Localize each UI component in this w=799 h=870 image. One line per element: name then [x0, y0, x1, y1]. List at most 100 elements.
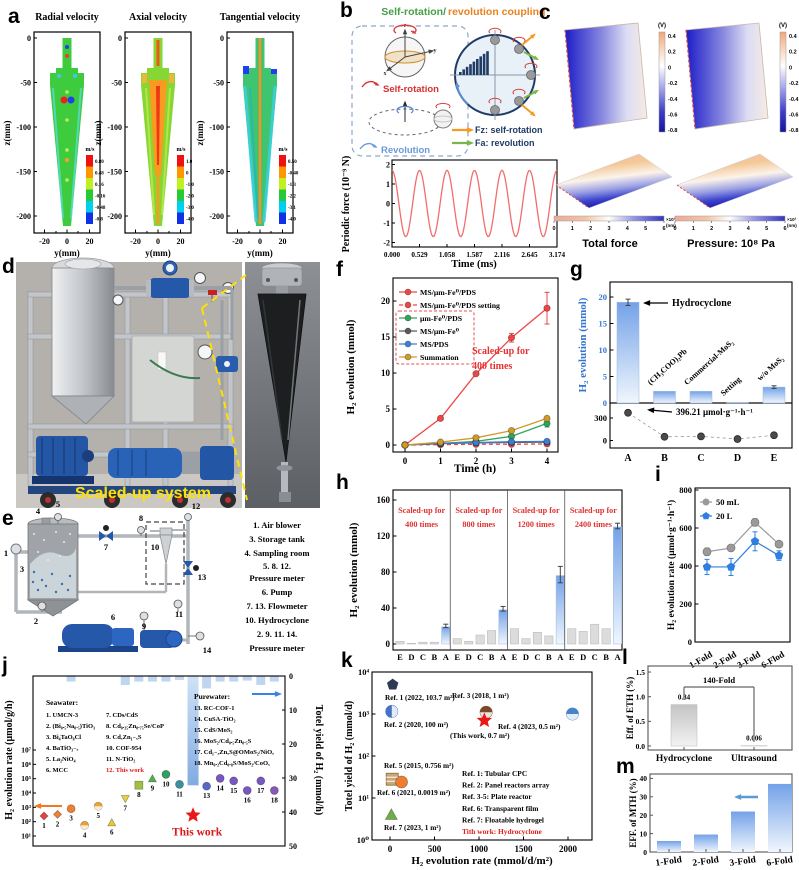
svg-text:0.2: 0.2 [789, 50, 797, 56]
svg-text:Scaled-up for: Scaled-up for [455, 506, 502, 515]
svg-text:Ref. 1 (2022, 103.7 m²): Ref. 1 (2022, 103.7 m²) [385, 693, 455, 702]
svg-text:Pressure meter: Pressure meter [249, 643, 304, 653]
svg-text:4: 4 [626, 226, 630, 232]
svg-text:Eff. of ETH (%): Eff. of ETH (%) [625, 677, 635, 740]
svg-text:6: 6 [662, 226, 665, 232]
svg-text:50 mL: 50 mL [716, 497, 740, 507]
svg-text:10³: 10³ [21, 803, 32, 812]
svg-text:1.5: 1.5 [636, 668, 646, 677]
svg-text:-2: -2 [383, 238, 390, 247]
svg-text:2: 2 [474, 456, 479, 466]
svg-text:m/s: m/s [177, 147, 187, 153]
svg-text:4: 4 [747, 226, 751, 232]
svg-text:Totel yield of H₂ (mmol/h): Totel yield of H₂ (mmol/h) [313, 705, 324, 815]
svg-text:-0.4: -0.4 [668, 97, 678, 103]
svg-text:0.529: 0.529 [411, 251, 428, 259]
svg-text:0.000: 0.000 [384, 251, 401, 259]
svg-text:Periodic force (10⁻⁹ N): Periodic force (10⁻⁹ N) [341, 156, 352, 253]
svg-text:Ref. 7 (2023, 1 m²): Ref. 7 (2023, 1 m²) [384, 823, 441, 832]
svg-text:0.0: 0.0 [636, 742, 646, 751]
svg-text:2-Fold: 2-Fold [692, 855, 720, 869]
svg-text:13: 13 [203, 792, 211, 800]
svg-text:50: 50 [289, 842, 297, 851]
svg-text:A: A [443, 652, 450, 662]
svg-text:Axial velocity: Axial velocity [129, 12, 187, 23]
svg-text:Hydrocyclone: Hydrocyclone [672, 298, 732, 309]
svg-text:10²: 10² [358, 751, 370, 761]
svg-text:30: 30 [640, 793, 648, 802]
svg-text:2: 2 [589, 226, 592, 232]
svg-text:500: 500 [428, 844, 442, 854]
svg-text:5: 5 [96, 812, 100, 820]
svg-text:2: 2 [56, 820, 60, 828]
svg-text:Ref. 3-5: Plate reactor: Ref. 3-5: Plate reactor [462, 792, 532, 801]
svg-text:13: 13 [198, 572, 207, 582]
svg-text:8. Cd₀.₂₅Zn₀.₇₅Se/CoP: 8. Cd₀.₂₅Zn₀.₇₅Se/CoP [106, 723, 164, 730]
svg-text:11: 11 [175, 609, 183, 619]
svg-text:Ref. 2 (2020, 100 m²): Ref. 2 (2020, 100 m²) [384, 720, 449, 729]
svg-text:1.587: 1.587 [466, 251, 483, 259]
svg-text:E: E [569, 652, 575, 662]
svg-text:9: 9 [142, 621, 146, 631]
svg-text:12: 12 [192, 501, 201, 511]
svg-text:0.2: 0.2 [668, 50, 676, 56]
svg-text:200: 200 [679, 599, 692, 609]
svg-text:B: B [489, 652, 495, 662]
svg-text:Ref. 3 (2018, 1 m²): Ref. 3 (2018, 1 m²) [452, 691, 509, 700]
svg-text:5. 8. 12.: 5. 8. 12. [263, 561, 291, 571]
panel-label-l: l [622, 646, 628, 669]
svg-text:H₂ evolution (mmol): H₂ evolution (mmol) [348, 522, 360, 617]
svg-text:μm-Fe⁰/PDS: μm-Fe⁰/PDS [420, 314, 462, 323]
svg-text:600: 600 [679, 523, 692, 533]
svg-text:-150: -150 [16, 168, 31, 177]
svg-text:C: C [697, 453, 704, 464]
svg-text:Fa: revolution: Fa: revolution [475, 138, 535, 148]
svg-text:4: 4 [36, 506, 41, 516]
svg-text:2: 2 [710, 226, 713, 232]
svg-text:7. 13. Flowmeter: 7. 13. Flowmeter [246, 601, 307, 611]
svg-text:Fz: self-rotation: Fz: self-rotation [475, 125, 543, 135]
svg-text:D: D [408, 652, 414, 662]
svg-text:-1.3: -1.3 [288, 183, 296, 188]
svg-text:6-Fold: 6-Fold [766, 855, 794, 869]
svg-text:0.50: 0.50 [288, 160, 297, 165]
svg-text:0: 0 [289, 672, 293, 681]
svg-text:A: A [614, 652, 621, 662]
svg-text:1500: 1500 [515, 844, 534, 854]
svg-text:14. CuSA-TiO₂: 14. CuSA-TiO₂ [194, 716, 236, 723]
svg-text:-4.0: -4.0 [288, 218, 296, 223]
svg-text:E: E [454, 652, 460, 662]
svg-text:0: 0 [668, 65, 671, 71]
svg-text:400 times: 400 times [405, 520, 438, 529]
svg-text:z(mm): z(mm) [2, 121, 12, 146]
svg-text:1: 1 [42, 822, 46, 830]
svg-text:8: 8 [137, 791, 141, 799]
svg-text:1200 times: 1200 times [518, 520, 555, 529]
svg-text:14: 14 [217, 784, 225, 792]
svg-text:396.21 μmol·g⁻¹·h⁻¹: 396.21 μmol·g⁻¹·h⁻¹ [676, 407, 753, 417]
svg-text:18: 18 [271, 796, 279, 804]
svg-text:Ref. 7: Floatable hydrogel: Ref. 7: Floatable hydrogel [462, 815, 544, 824]
panel-label-f: f [336, 258, 343, 281]
svg-text:Time (ms): Time (ms) [451, 259, 497, 270]
svg-text:y: y [434, 48, 437, 54]
svg-text:×10³: ×10³ [787, 217, 797, 222]
svg-text:Pressure meter: Pressure meter [249, 573, 304, 583]
svg-text:11. N-TiO₂: 11. N-TiO₂ [106, 756, 135, 763]
svg-text:10²: 10² [21, 817, 32, 826]
svg-text:Hydrocyclone: Hydrocyclone [656, 754, 712, 764]
panel-j-comparison-scatter: 10¹ 10² 10³ 10⁴ 10⁵ 10⁶ 10⁷ 0 10 20 30 40 50 1 2 3 4 5 6 7 8… [4, 672, 324, 851]
svg-text:2: 2 [386, 160, 390, 169]
svg-text:14: 14 [203, 645, 212, 655]
svg-text:-0.2: -0.2 [789, 81, 798, 87]
svg-text:z(mm): z(mm) [195, 121, 205, 146]
svg-text:Purewater:: Purewater: [194, 692, 230, 701]
svg-text:-0.8: -0.8 [95, 218, 103, 223]
svg-text:Totel yield of H₂ (mmol/d): Totel yield of H₂ (mmol/d) [344, 701, 355, 811]
svg-text:-0.40: -0.40 [288, 172, 299, 177]
svg-text:Ref. 6 (2021, 0.0019 m²): Ref. 6 (2021, 0.0019 m²) [377, 788, 451, 797]
svg-text:H₂ evolution rate (μmol/g/h): H₂ evolution rate (μmol/g/h) [4, 700, 15, 820]
svg-text:-50: -50 [213, 79, 224, 88]
svg-text:H₂ evolution (mmol): H₂ evolution (mmol) [577, 297, 589, 392]
svg-text:17. Cd₁₋ₓZnₓS@OMoS₂/NiOₓ: 17. Cd₁₋ₓZnₓS@OMoS₂/NiOₓ [194, 749, 274, 756]
